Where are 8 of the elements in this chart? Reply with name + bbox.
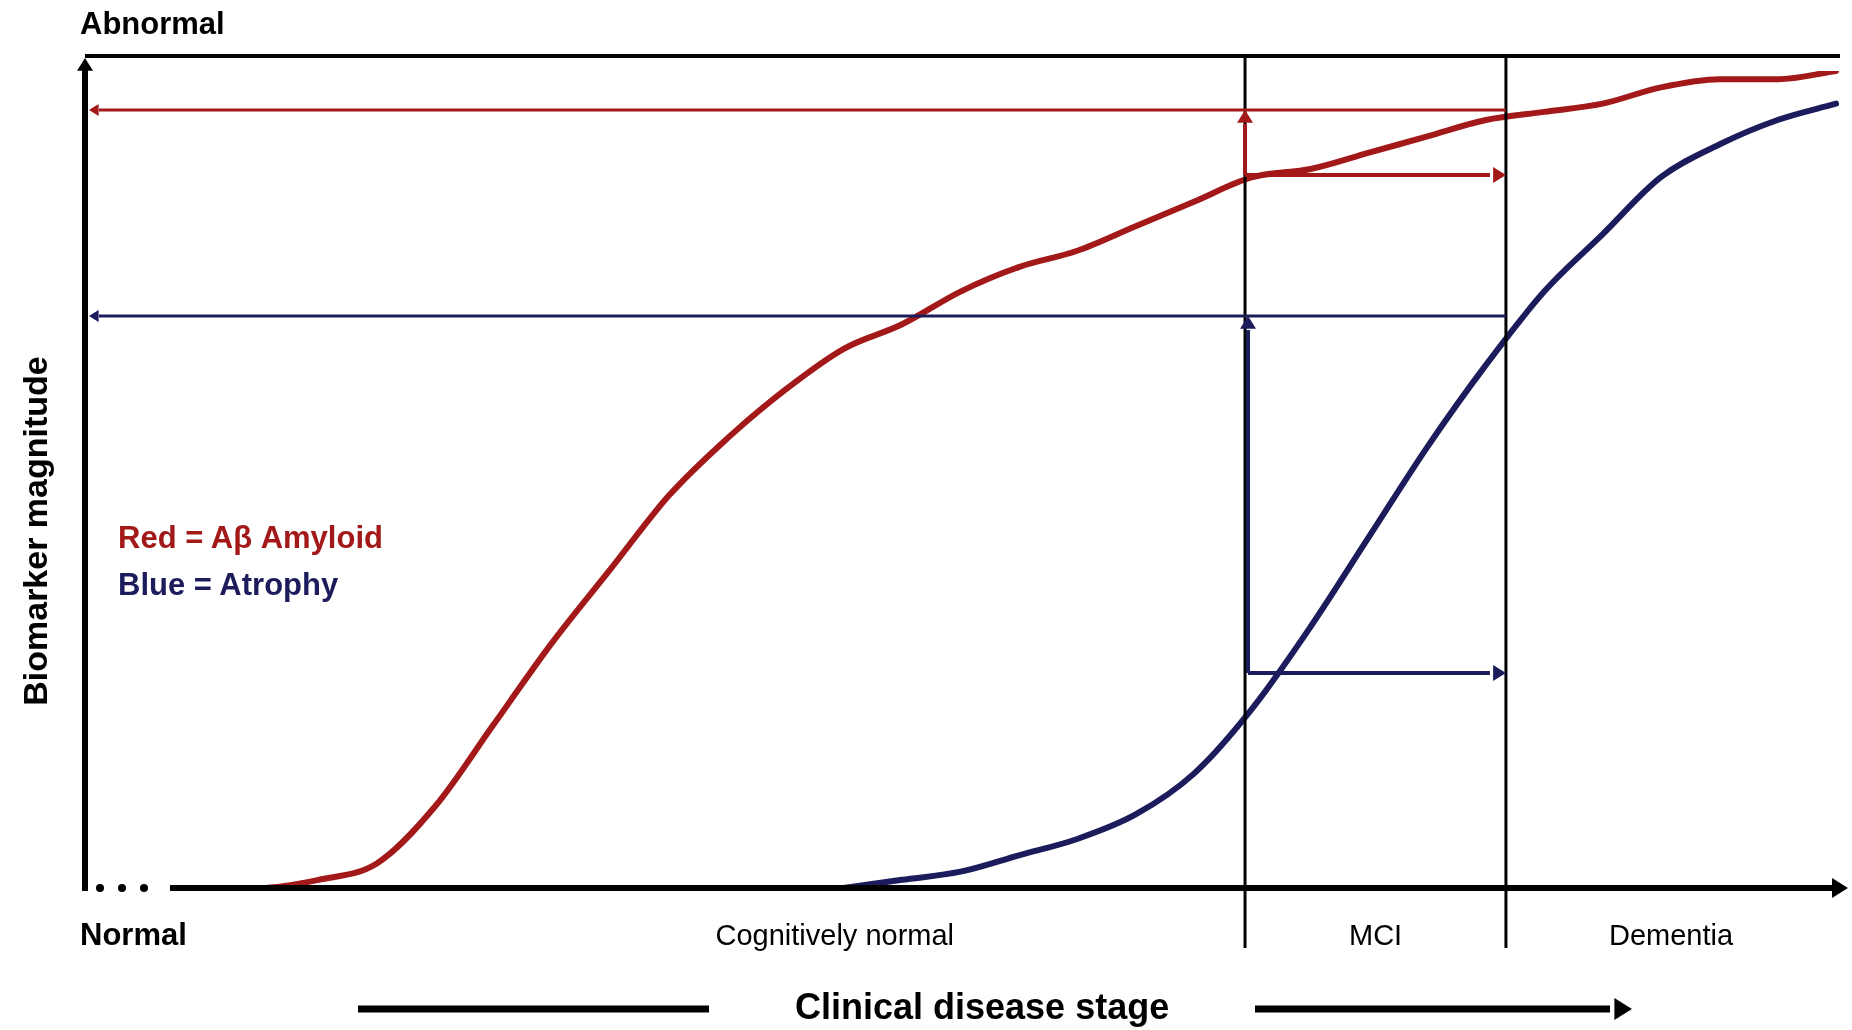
text: Abnormal: [80, 6, 225, 42]
text: MCI: [1348, 918, 1403, 953]
text: Normal: [80, 917, 187, 953]
y-axis-title: Biomarker magnitude: [15, 356, 54, 706]
annotation: Blue = Atrophy: [118, 567, 339, 603]
annotation: Red = Aβ Amyloid: [118, 520, 383, 556]
text: Cognitively normal: [715, 918, 955, 953]
text: Dementia: [1608, 918, 1734, 953]
